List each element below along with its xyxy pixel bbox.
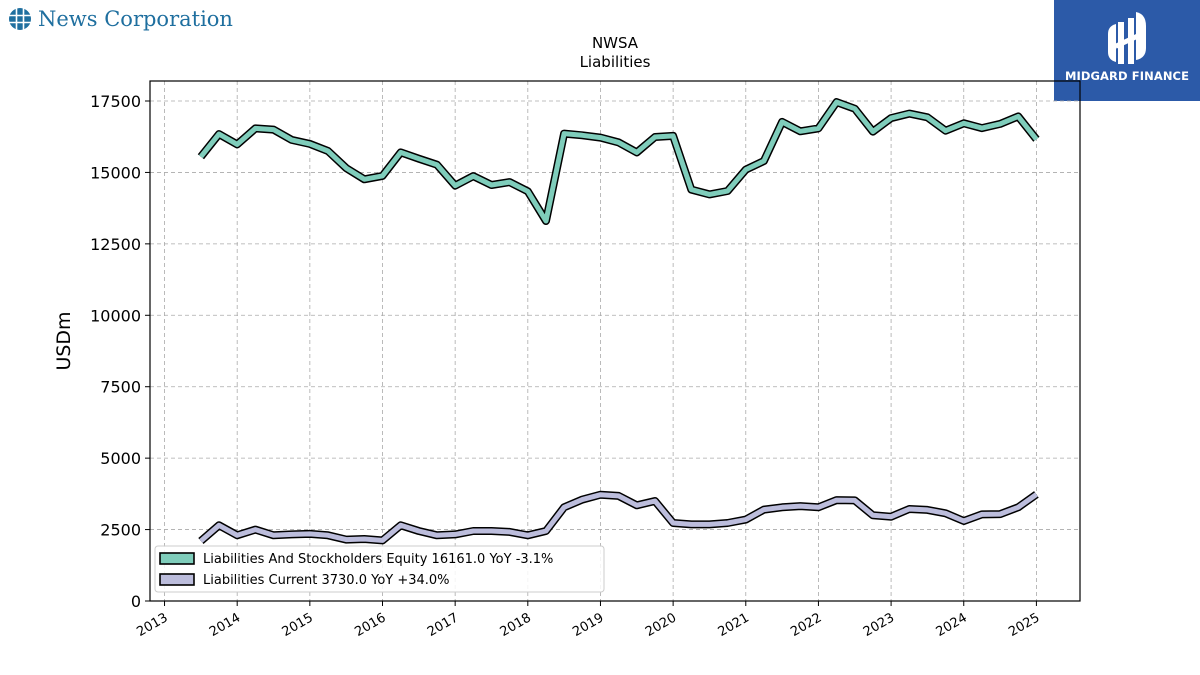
x-tick-label: 2019 bbox=[570, 610, 606, 640]
plot-frame bbox=[149, 80, 1081, 602]
brand: News Corporation bbox=[8, 6, 233, 32]
chart-subtitle: Liabilities bbox=[580, 53, 651, 71]
x-tick-label: 2024 bbox=[934, 610, 970, 640]
series-2 bbox=[198, 490, 1039, 545]
legend: Liabilities And Stockholders Equity 1616… bbox=[154, 545, 605, 593]
y-tick-label: 12500 bbox=[90, 235, 141, 254]
y-tick-label: 10000 bbox=[90, 306, 141, 325]
legend-swatch bbox=[159, 573, 195, 586]
x-tick-label: 2013 bbox=[134, 610, 170, 640]
brand-name: News Corporation bbox=[38, 7, 233, 31]
legend-box bbox=[154, 545, 605, 593]
globe-icon bbox=[9, 8, 31, 30]
x-tick-label: 2022 bbox=[788, 610, 824, 640]
midgard-logo-mark bbox=[1108, 12, 1146, 64]
x-tick-label: 2021 bbox=[716, 610, 752, 640]
y-tick-label: 17500 bbox=[90, 92, 141, 111]
y-tick-label: 15000 bbox=[90, 163, 141, 182]
series-1 bbox=[197, 98, 1040, 225]
x-tick-label: 2023 bbox=[861, 610, 897, 640]
logo-text: MIDGARD FINANCE bbox=[1064, 69, 1190, 83]
chart-title: NWSA bbox=[592, 34, 639, 52]
x-tick-label: 2020 bbox=[643, 610, 679, 640]
y-tick-label: 0 bbox=[131, 592, 141, 611]
series-layer bbox=[197, 98, 1040, 545]
legend-entry: Liabilities And Stockholders Equity 1616… bbox=[203, 552, 553, 567]
y-tick-label: 2500 bbox=[100, 521, 141, 540]
series-line bbox=[198, 99, 1039, 224]
x-tick-label: 2018 bbox=[498, 610, 534, 640]
grid bbox=[150, 81, 1080, 602]
x-tick-label: 2014 bbox=[207, 610, 243, 640]
x-tick-label: 2015 bbox=[280, 610, 316, 640]
series-line bbox=[199, 492, 1038, 543]
y-tick-label: 7500 bbox=[100, 378, 141, 397]
y-axis-label: USDm bbox=[53, 311, 75, 370]
legend-swatch bbox=[159, 552, 195, 565]
x-axis: 2013 2014 2015 2016 2017 2018 2019 2020 2021 2022… bbox=[134, 601, 1042, 640]
x-tick-label: 2017 bbox=[425, 610, 461, 640]
series-line-outline bbox=[197, 98, 1040, 225]
x-tick-label: 2016 bbox=[352, 610, 388, 640]
x-tick-label: 2025 bbox=[1006, 610, 1042, 640]
midgard-logo: MIDGARD FINANCE bbox=[1054, 0, 1200, 101]
y-axis: 0 2500 5000 7500 10000 12500 15000 17500 bbox=[90, 92, 150, 611]
legend-entry: Liabilities Current 3730.0 YoY +34.0% bbox=[203, 573, 450, 588]
y-tick-label: 5000 bbox=[100, 449, 141, 468]
